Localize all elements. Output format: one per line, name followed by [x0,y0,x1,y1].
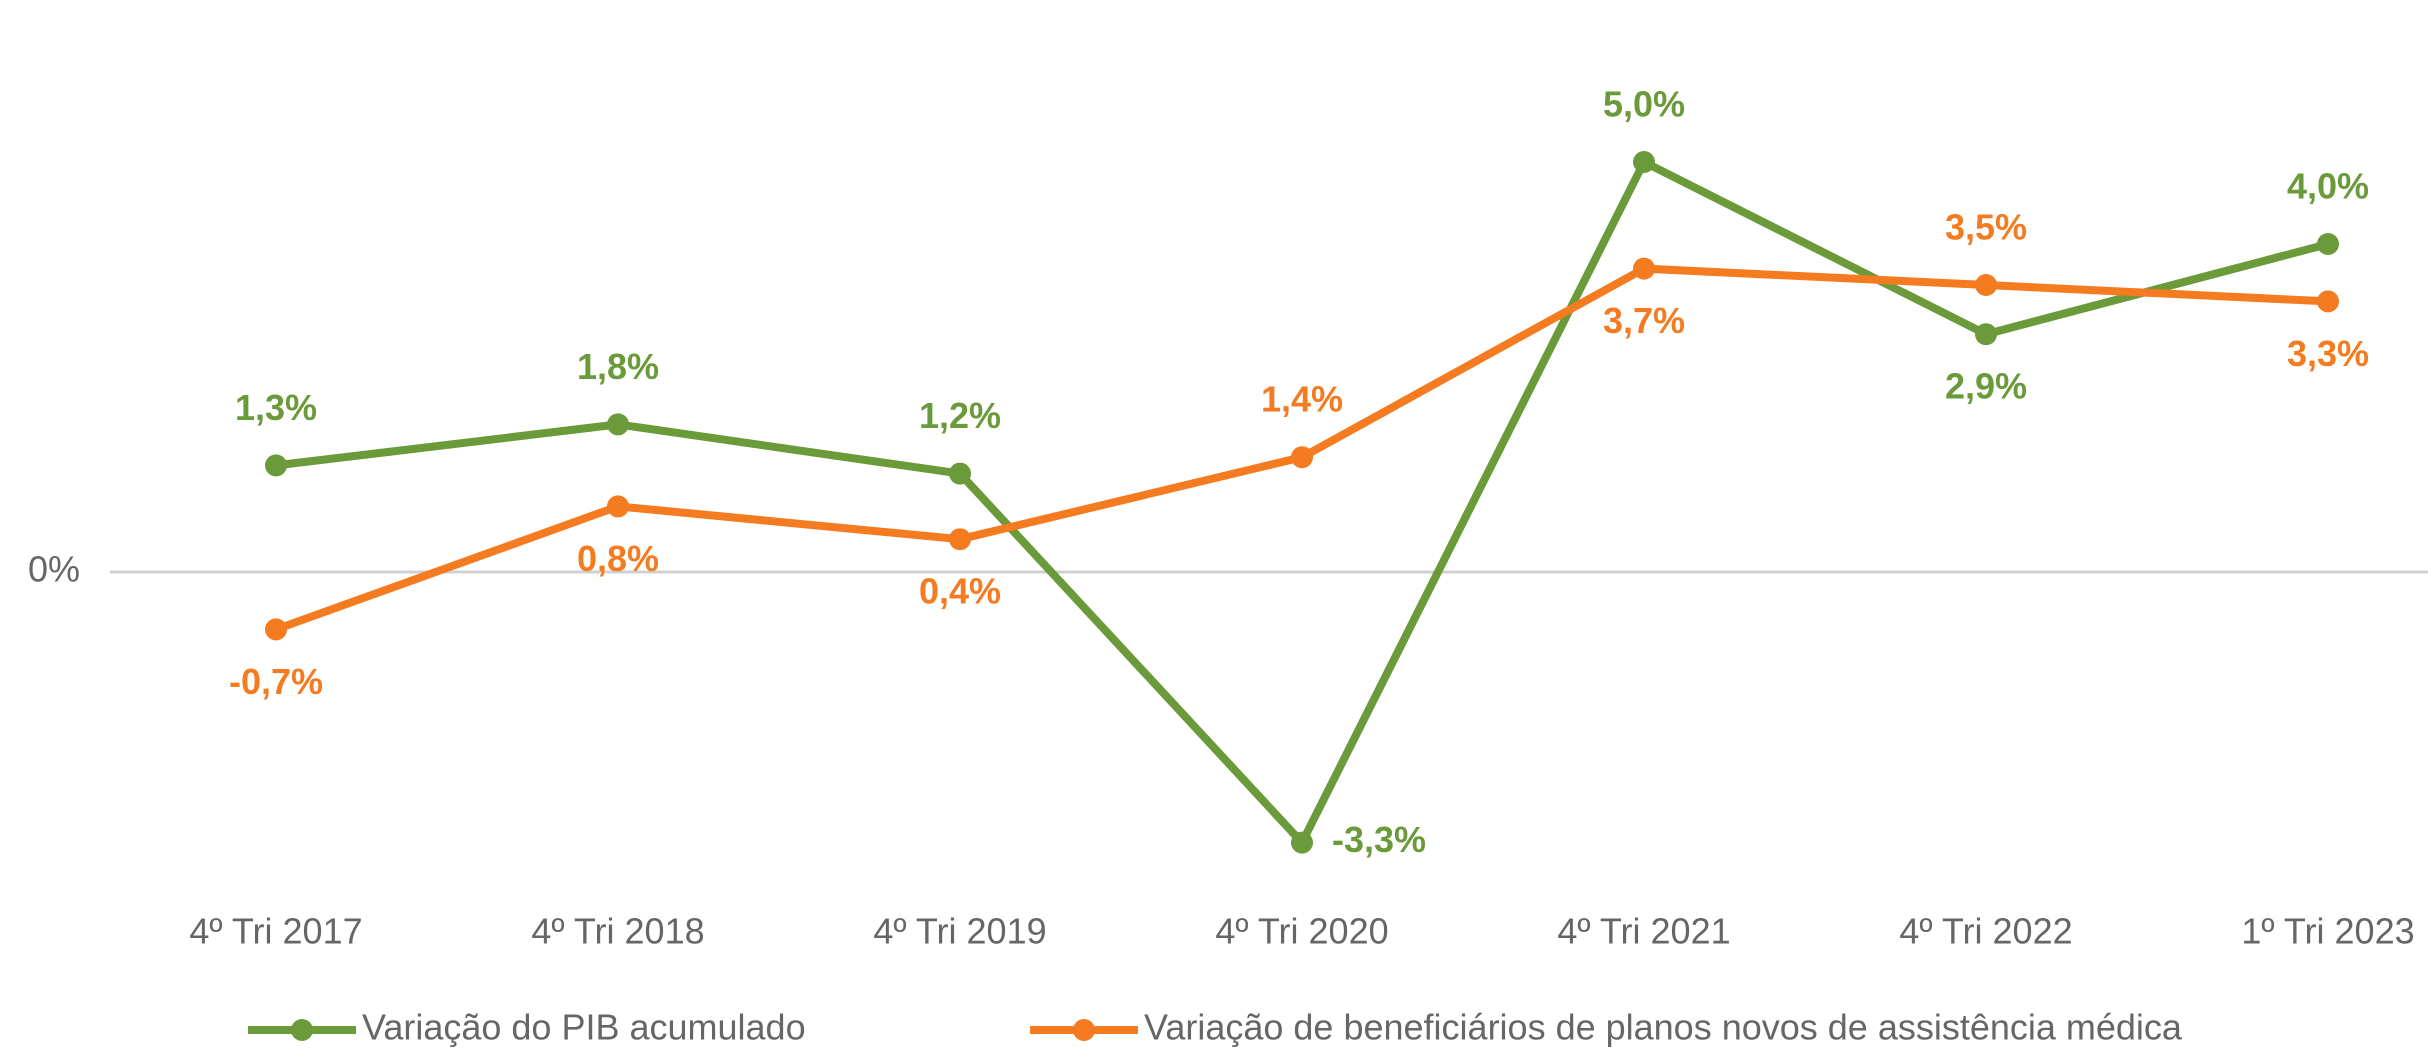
legend-label: Variação do PIB acumulado [362,1007,806,1048]
data-label: 1,4% [1261,379,1343,420]
x-tick-label: 4º Tri 2021 [1557,911,1730,952]
data-label: 1,3% [235,387,317,428]
data-label: 3,5% [1945,207,2027,248]
data-label: 0,4% [919,571,1001,612]
data-point [949,528,971,551]
data-point [265,618,287,641]
data-label: -0,7% [229,661,323,702]
data-point [1291,831,1313,854]
data-label: 1,2% [919,395,1001,436]
data-label: 3,3% [2287,333,2369,374]
x-tick-label: 4º Tri 2019 [873,911,1046,952]
x-tick-label: 4º Tri 2017 [189,911,362,952]
data-label: 2,9% [1945,366,2027,407]
data-label: 4,0% [2287,166,2369,207]
series-line [275,158,2330,847]
x-tick-label: 4º Tri 2018 [531,911,704,952]
data-point [265,454,287,477]
data-point [607,413,629,436]
data-label: 5,0% [1603,84,1685,125]
data-point [1975,274,1997,296]
data-label: 1,8% [577,346,659,387]
legend-label: Variação de beneficiários de planos novo… [1144,1007,2183,1048]
data-point [1633,151,1655,173]
data-point [949,462,971,485]
data-point [1633,257,1655,280]
data-point [607,495,629,518]
legend-marker [291,1019,313,1041]
y-tick-label: 0% [28,549,80,590]
data-point [2317,290,2339,313]
data-point [1291,446,1313,469]
data-label: 3,7% [1603,300,1685,341]
data-point [1975,323,1997,346]
data-point [2317,233,2339,255]
legend-marker [1073,1019,1095,1041]
data-label: -3,3% [1332,819,1426,860]
x-tick-label: 4º Tri 2022 [1899,911,2072,952]
x-tick-label: 4º Tri 2020 [1215,911,1388,952]
data-label: 0,8% [577,538,659,579]
x-tick-label: 1º Tri 2023 [2241,911,2414,952]
